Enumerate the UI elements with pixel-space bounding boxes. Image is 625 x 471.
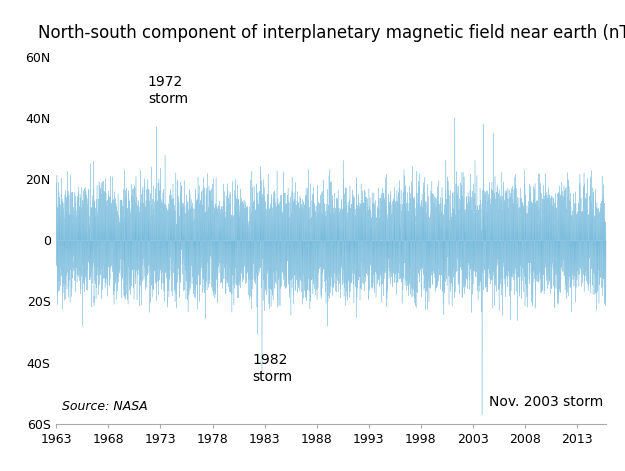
Text: North-south component of interplanetary magnetic field near earth (nT): North-south component of interplanetary … [38, 24, 625, 41]
Text: 1972
storm: 1972 storm [148, 75, 188, 106]
Text: Source: NASA: Source: NASA [62, 400, 148, 413]
Text: 1982
storm: 1982 storm [252, 353, 292, 384]
Text: Nov. 2003 storm: Nov. 2003 storm [489, 395, 602, 408]
